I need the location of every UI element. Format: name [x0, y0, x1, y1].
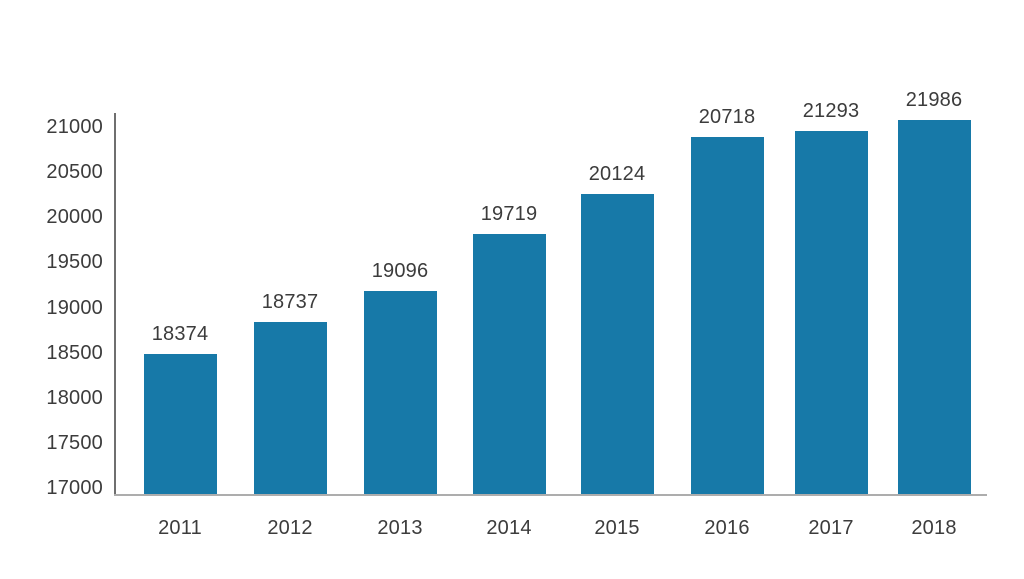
- y-axis-tick-label: 18000: [46, 386, 103, 409]
- x-axis-tick-label: 2012: [267, 517, 313, 539]
- bar-2011: [143, 354, 217, 494]
- x-axis-tick-label: 2015: [594, 517, 640, 539]
- y-axis-tick-label: 21000: [46, 116, 103, 138]
- bar-2012: [253, 322, 327, 494]
- bar-value-label: 19096: [371, 260, 429, 282]
- y-axis-tick-label: 20500: [46, 161, 103, 184]
- x-axis-tick-label: 2013: [377, 517, 423, 539]
- y-axis-tick-label: 17000: [46, 477, 103, 499]
- bar-value-label: 21986: [905, 89, 963, 111]
- bar-2013: [363, 291, 437, 494]
- bar-2015: [580, 194, 654, 494]
- bar-value-label: 20718: [698, 106, 756, 128]
- y-axis-tick-label: 19000: [46, 296, 103, 319]
- bar-2018: [897, 120, 971, 494]
- bar-value-label: 18374: [151, 323, 209, 345]
- x-axis-tick-label: 2014: [486, 517, 532, 539]
- bar-2017: [794, 131, 868, 494]
- bar-value-label: 21293: [802, 100, 860, 122]
- bar-value-label: 18737: [261, 291, 319, 313]
- bar-value-label: 20124: [588, 163, 646, 185]
- y-axis-line: [114, 113, 116, 494]
- y-axis-tick-label: 18500: [46, 341, 103, 364]
- bar-2014: [472, 234, 546, 494]
- bar-2016: [690, 137, 764, 494]
- x-axis-tick-label: 2011: [158, 517, 202, 539]
- y-axis-tick-label: 19500: [46, 251, 103, 274]
- y-axis-tick-label: 17500: [46, 431, 103, 454]
- x-axis-line: [114, 494, 987, 496]
- x-axis-tick-label: 2017: [808, 517, 854, 539]
- bar-value-label: 19719: [480, 203, 538, 225]
- x-axis-tick-label: 2018: [911, 517, 957, 539]
- y-axis-tick-label: 20000: [46, 206, 103, 229]
- x-axis-tick-label: 2016: [704, 517, 750, 539]
